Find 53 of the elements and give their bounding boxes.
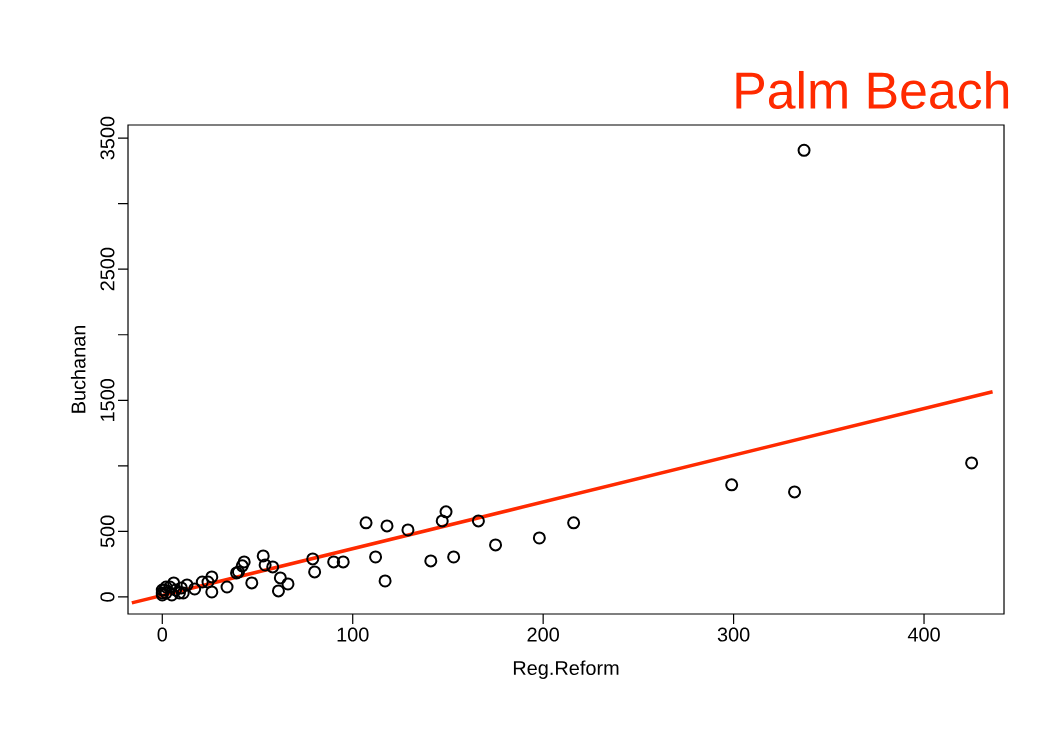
text: Palm Beach	[736, 70, 1009, 109]
point	[205, 585, 219, 599]
point	[369, 550, 383, 564]
point	[308, 565, 322, 579]
y-axis-title: Buchanan	[70, 325, 86, 413]
x-tick-label: 0	[157, 627, 168, 642]
point	[201, 575, 215, 589]
point	[378, 574, 392, 588]
point	[195, 575, 209, 589]
point	[256, 549, 270, 563]
point	[380, 519, 394, 533]
point	[205, 570, 219, 584]
point	[532, 531, 546, 545]
point	[489, 538, 503, 552]
point	[439, 505, 453, 519]
point	[237, 555, 251, 569]
y-tick-label: 3500	[100, 116, 115, 160]
point	[235, 559, 249, 573]
point	[180, 578, 194, 592]
point	[174, 581, 188, 595]
y-tick-label: 500	[100, 515, 115, 548]
point	[258, 558, 272, 572]
point	[424, 554, 438, 568]
point	[266, 560, 280, 574]
point	[271, 584, 285, 598]
x-axis-title: Reg.Reform	[513, 660, 619, 680]
x-tick-label: 200	[527, 627, 559, 642]
point	[336, 555, 350, 569]
point	[725, 478, 739, 492]
point	[327, 555, 341, 569]
point	[176, 586, 190, 600]
point	[788, 485, 802, 499]
point	[281, 577, 295, 591]
y-tick-label: 2500	[100, 247, 115, 291]
point	[567, 516, 581, 530]
point	[359, 516, 373, 530]
point	[245, 576, 259, 590]
x-tick-label: 400	[907, 627, 940, 642]
point	[167, 576, 181, 590]
point	[965, 456, 979, 470]
point	[447, 550, 461, 564]
point	[273, 571, 287, 585]
y-tick-label: 1500	[100, 378, 115, 421]
point	[188, 582, 202, 596]
point	[797, 143, 811, 157]
x-tick-label: 100	[337, 627, 369, 642]
x-tick-label: 300	[717, 627, 750, 642]
y-tick-label: 0	[100, 592, 115, 602]
point	[306, 552, 320, 566]
point	[401, 523, 415, 537]
point	[471, 514, 485, 528]
point	[435, 514, 449, 528]
point	[220, 580, 234, 594]
